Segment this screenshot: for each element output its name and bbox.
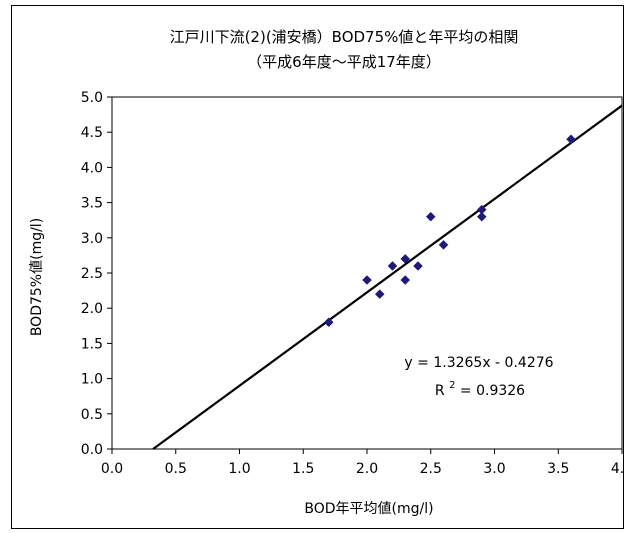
x-tick-label: 4.0	[611, 461, 623, 477]
data-point	[323, 317, 334, 328]
r-squared-value: = 0.9326	[460, 383, 525, 399]
r-squared-label: R 2 = 0.9326	[435, 376, 525, 399]
y-axis-label: BOD75%値(mg/l)	[29, 218, 45, 336]
y-tick-label: 1.5	[81, 336, 103, 352]
data-point	[362, 275, 372, 285]
data-point	[400, 254, 411, 264]
data-point	[476, 211, 487, 222]
plot-area	[111, 96, 623, 450]
data-point	[400, 275, 411, 285]
data-point	[374, 289, 385, 299]
r-squared-symbol: R	[435, 383, 445, 399]
scatter-chart: 江戸川下流(2)(浦安橋）BOD75%値と年平均の相関 （平成6年度～平成17年…	[29, 28, 623, 517]
y-tick-label: 3.5	[81, 196, 103, 212]
data-point	[413, 261, 423, 271]
y-tick-label: 2.0	[81, 301, 103, 317]
x-tick-label: 2.0	[356, 461, 378, 477]
x-tick-label: 0.0	[101, 461, 123, 477]
data-points	[323, 134, 576, 328]
y-tick-label: 0.5	[81, 407, 103, 423]
y-tick-label: 2.5	[81, 266, 103, 282]
x-tick-label: 2.5	[420, 461, 442, 477]
data-point	[425, 211, 436, 222]
y-tick-label: 4.0	[81, 160, 103, 176]
y-axis-ticks: 0.0 0.5 1.0 1.5 2.0 2.5 3.0 3.5 4.0 4.5 5.0	[81, 90, 112, 458]
y-tick-label: 3.0	[81, 231, 103, 247]
trendline	[152, 104, 623, 450]
x-tick-label: 3.5	[547, 461, 569, 477]
x-tick-label: 0.5	[165, 461, 187, 477]
y-tick-label: 0.0	[81, 442, 103, 458]
x-axis-label: BOD年平均値(mg/l)	[304, 501, 433, 517]
data-point	[387, 261, 398, 271]
x-tick-label: 1.0	[228, 461, 250, 477]
y-tick-label: 5.0	[81, 90, 103, 106]
trendline-equation: y = 1.3265x - 0.4276	[404, 355, 553, 371]
r-squared-superscript: 2	[449, 380, 455, 391]
chart-subtitle: （平成6年度～平成17年度）	[247, 53, 441, 71]
y-tick-label: 4.5	[81, 125, 103, 141]
y-tick-label: 1.0	[81, 372, 103, 388]
x-axis-ticks: 0.0 0.5 1.0 1.5 2.0 2.5 3.0 3.5 4.0	[101, 449, 623, 477]
data-point	[438, 239, 449, 250]
chart-title: 江戸川下流(2)(浦安橋）BOD75%値と年平均の相関	[170, 28, 519, 46]
x-tick-label: 1.5	[292, 461, 314, 477]
data-point	[566, 134, 576, 145]
chart-frame: 江戸川下流(2)(浦安橋）BOD75%値と年平均の相関 （平成6年度～平成17年…	[11, 5, 624, 529]
x-tick-label: 3.0	[483, 461, 505, 477]
